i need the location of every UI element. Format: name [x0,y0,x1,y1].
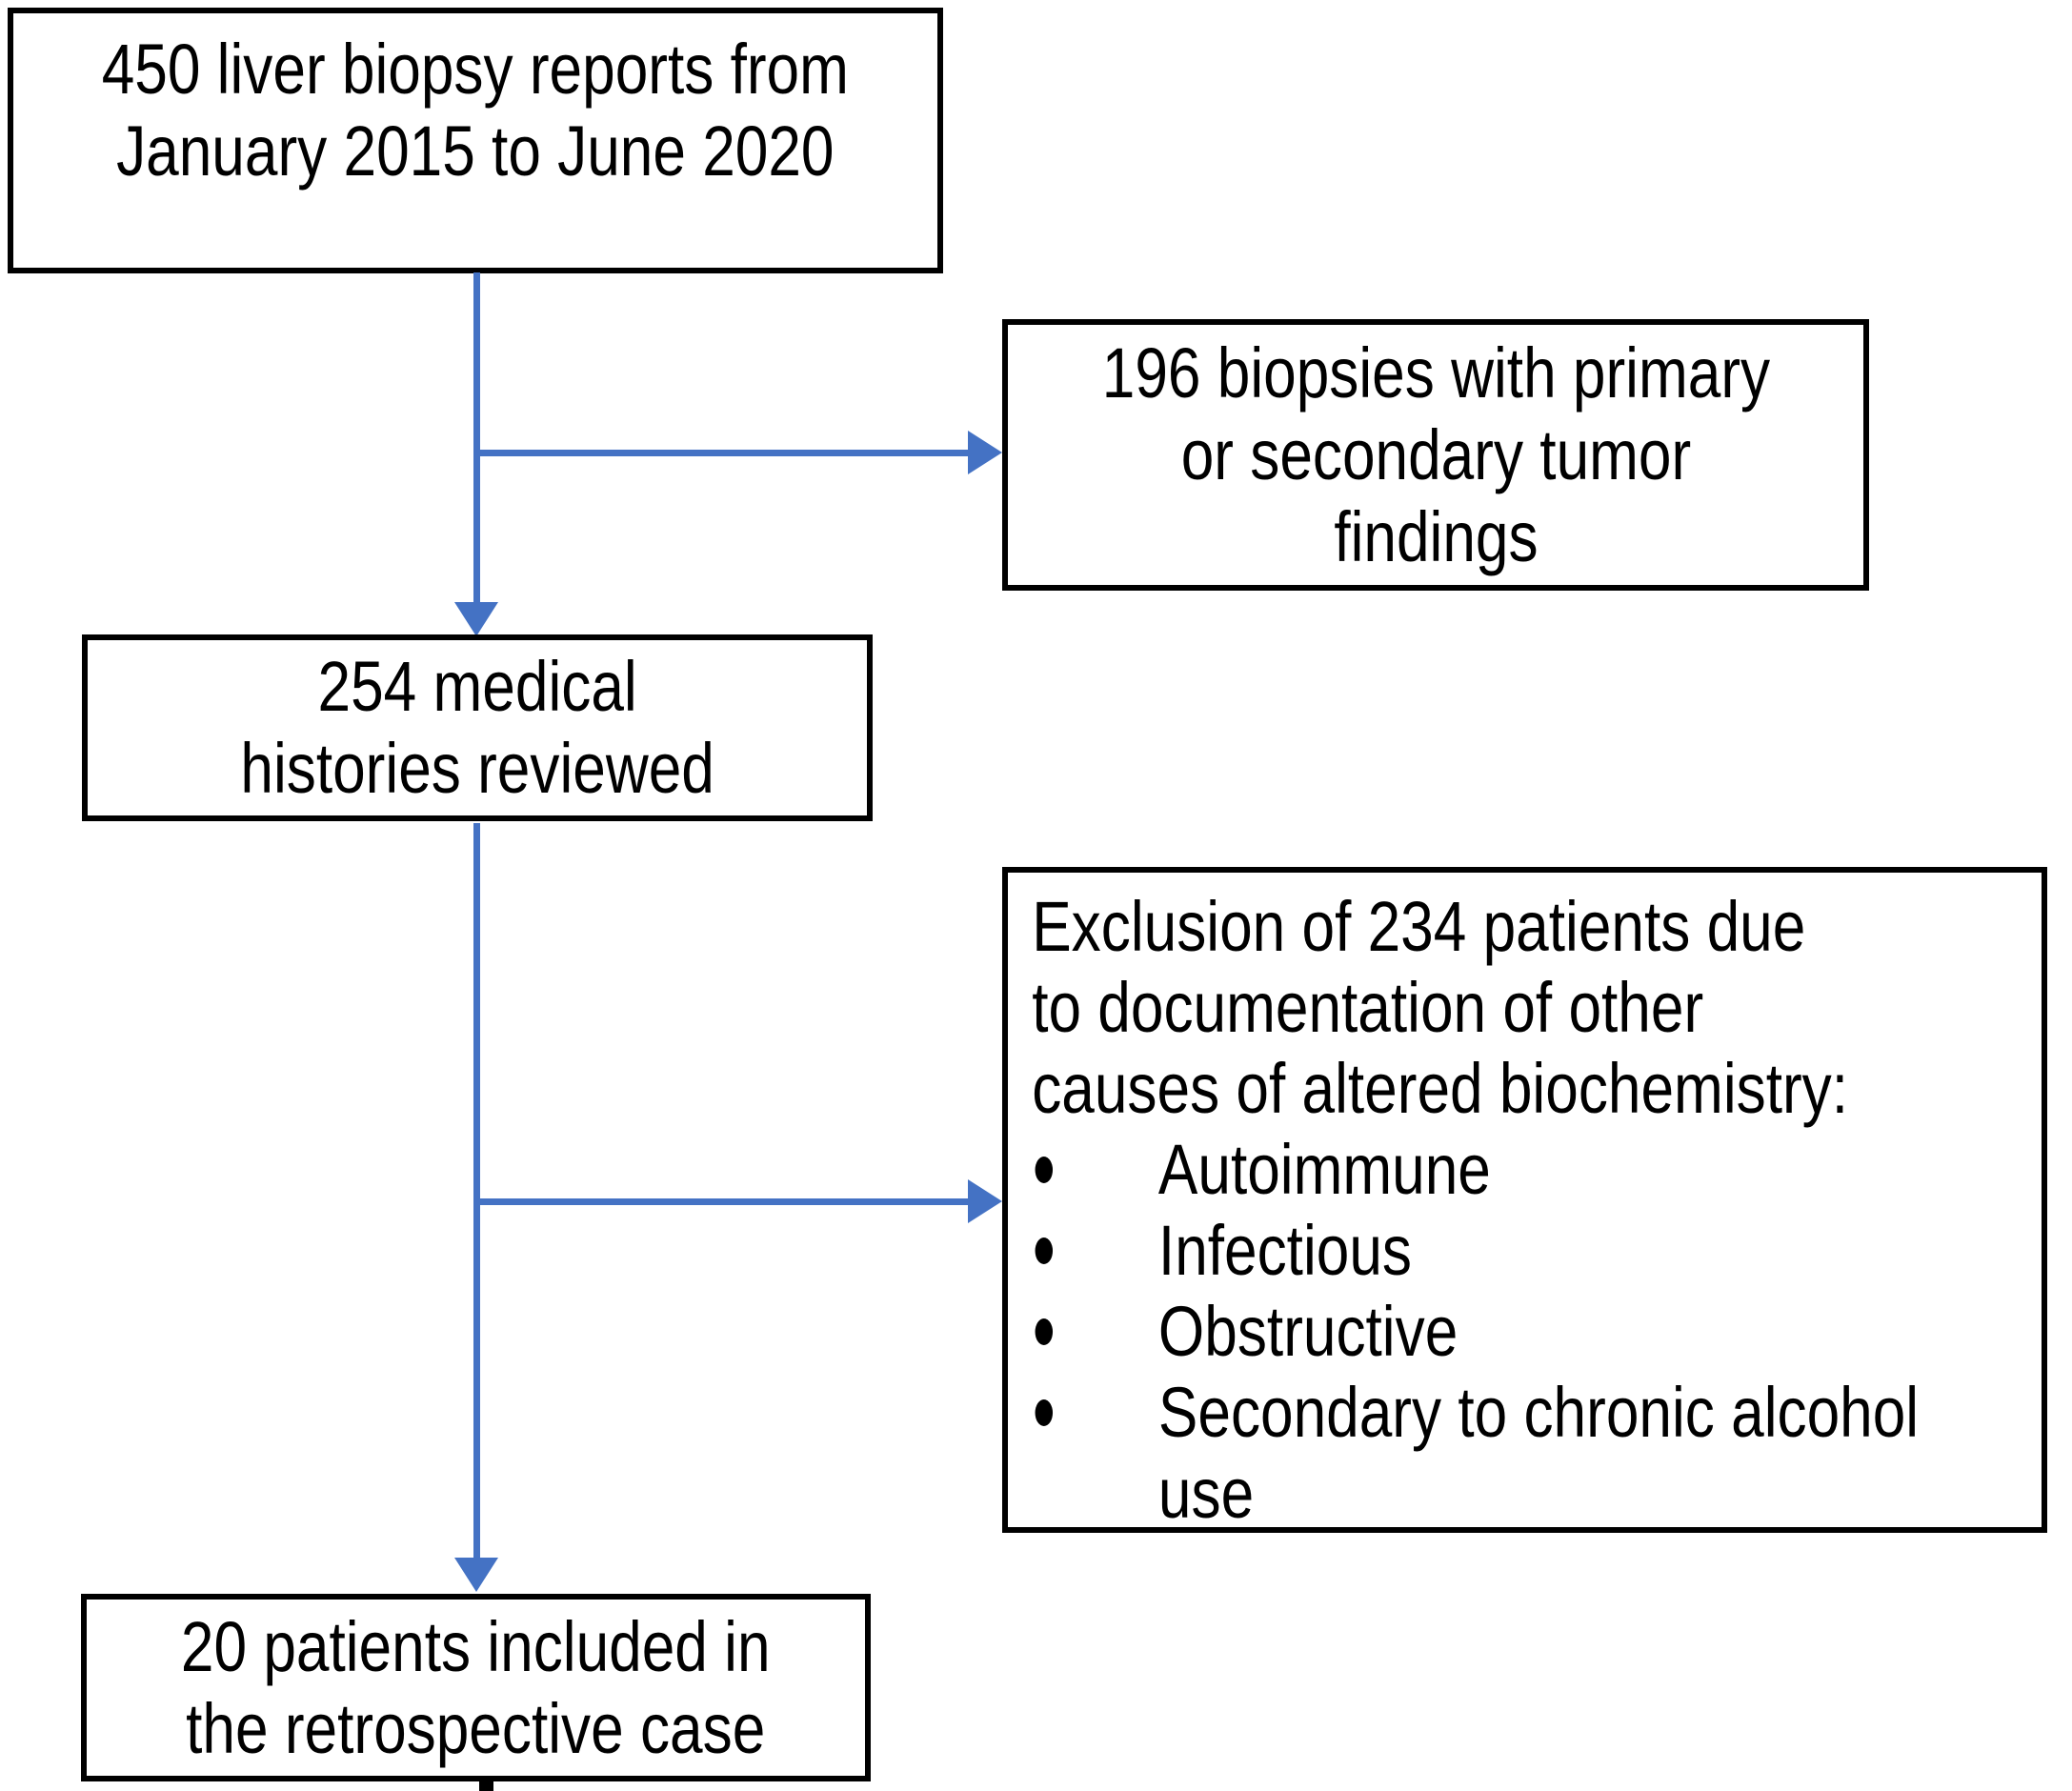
node-text-line: histories reviewed [240,729,714,808]
exclusion-header-line: to documentation of other [1032,968,1704,1047]
node-exclusion-text: Exclusion of 234 patients due to documen… [1008,873,1920,1534]
bullet-text: Secondary to chronic alcohol [1157,1373,1920,1452]
arrowhead-right-icon [968,431,1002,474]
bullet-icon [1035,1399,1054,1426]
arrowhead-down-icon [454,602,498,636]
node-text-line: 254 medical [317,647,637,726]
node-included-patients-text: 20 patients included in the retrospectiv… [181,1606,771,1770]
exclusion-header-line: Exclusion of 234 patients due [1032,887,1806,966]
connector-horizontal-tumor [476,450,972,456]
node-text-line: findings [1333,496,1539,576]
exclusion-bullet-infectious: Infectious [1032,1210,1868,1291]
arrowhead-right-icon [968,1179,1002,1223]
exclusion-bullet-obstructive: Obstructive [1032,1291,1868,1372]
node-exclusion: Exclusion of 234 patients due to documen… [1002,867,2047,1533]
node-tumor-biopsies: 196 biopsies with primary or secondary t… [1002,319,1869,591]
bullet-text: Obstructive [1157,1292,1458,1371]
node-tumor-biopsies-text: 196 biopsies with primary or secondary t… [1101,332,1769,578]
node-text-line: or secondary tumor [1180,414,1691,494]
bullet-icon [1035,1238,1054,1264]
bullet-text: Autoimmune [1157,1130,1491,1209]
node-text-line: January 2015 to June 2020 [116,111,835,191]
node-text-line: 20 patients included in [181,1606,771,1686]
connector-vertical-bottom [473,823,480,1561]
exclusion-header-line: causes of altered biochemistry: [1032,1049,1849,1128]
cutoff-mark [479,1781,493,1791]
bullet-text-wrap: use [1157,1454,1255,1533]
node-biopsy-reports: 450 liver biopsy reports from January 20… [8,8,943,273]
connector-horizontal-exclusion [476,1198,972,1205]
bullet-text: Infectious [1157,1211,1412,1290]
node-medical-histories-text: 254 medical histories reviewed [240,646,714,810]
node-biopsy-reports-text: 450 liver biopsy reports from January 20… [102,29,849,192]
bullet-icon [1035,1318,1054,1345]
node-included-patients: 20 patients included in the retrospectiv… [81,1594,871,1781]
node-medical-histories: 254 medical histories reviewed [82,634,873,821]
arrowhead-down-icon [454,1558,498,1592]
exclusion-bullet-autoimmune: Autoimmune [1032,1129,1868,1210]
node-text-line: 450 liver biopsy reports from [101,30,850,109]
exclusion-bullet-alcohol: Secondary to chronic alcohol use [1032,1372,1920,1534]
bullet-icon [1035,1157,1054,1183]
connector-vertical-top [473,272,480,608]
node-text-line: the retrospective case [186,1688,766,1768]
node-text-line: 196 biopsies with primary [1101,332,1770,413]
